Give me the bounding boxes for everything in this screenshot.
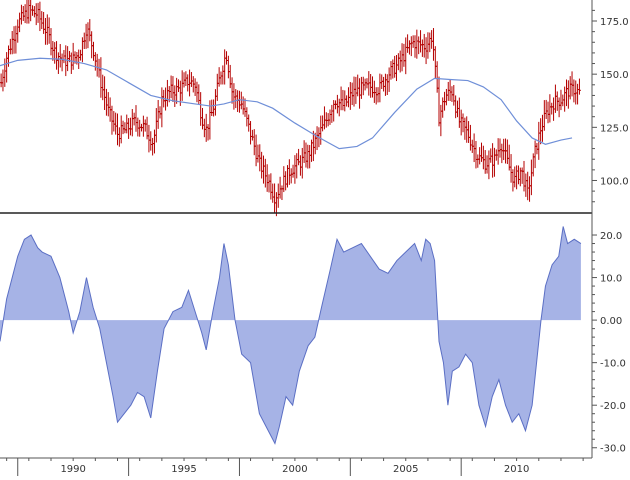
price-panel[interactable]: [0, 0, 592, 217]
price-tick-label: 175.0: [600, 17, 629, 28]
oscillator-tick-label: -30.0: [600, 444, 626, 455]
time-tick-label: 2010: [504, 464, 529, 475]
time-tick-label: 2000: [282, 464, 307, 475]
oscillator-tick-label: 0.00: [600, 316, 622, 327]
price-tick-label: 150.0: [600, 70, 629, 81]
price-plot-area: [0, 0, 592, 210]
oscillator-tick-label: -20.0: [600, 401, 626, 412]
time-tick-label: 1995: [171, 464, 196, 475]
price-bars-group: [0, 0, 581, 217]
time-tick-label: 2005: [393, 464, 418, 475]
moving-average-line: [0, 57, 573, 150]
oscillator-axis: 20.0 10.0 0.00 -10.0 -20.0 -30.0: [592, 231, 626, 455]
time-tick-label: 1990: [60, 464, 85, 475]
oscillator-panel[interactable]: [0, 226, 582, 445]
oscillator-area: [0, 226, 581, 444]
price-tick-label: 100.0: [600, 176, 629, 187]
oscillator-tick-label: -10.0: [600, 359, 626, 370]
price-tick-label: 125.0: [600, 123, 629, 134]
oscillator-line: [0, 226, 582, 445]
price-axis: 100.0 125.0 150.0 175.0: [592, 9, 629, 203]
oscillator-tick-label: 20.0: [600, 231, 622, 242]
time-axis: 1990 1995 2000 2005 2010: [6, 458, 584, 476]
oscillator-tick-label: 10.0: [600, 274, 622, 285]
